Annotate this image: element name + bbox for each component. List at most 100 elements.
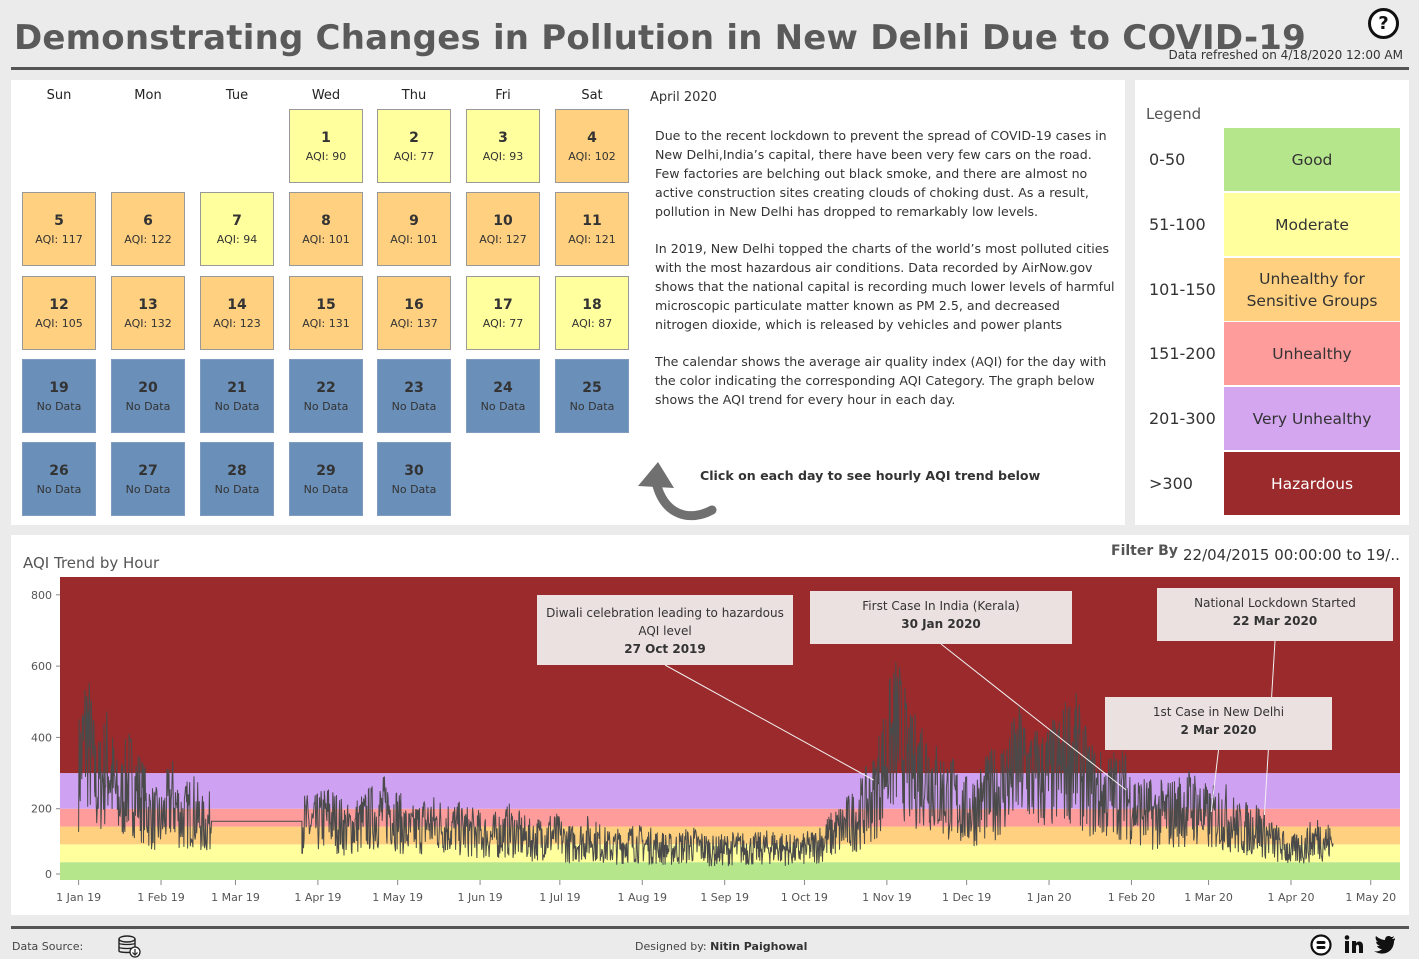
calendar-day-number: 6 [143, 213, 153, 229]
calendar-day[interactable]: 1 AQI: 90 [289, 109, 363, 183]
trend-title: AQI Trend by Hour [23, 554, 160, 572]
calendar-day-aqi: No Data [214, 400, 260, 413]
calendar-day-number: 27 [138, 463, 158, 479]
calendar-day-aqi: No Data [303, 483, 349, 496]
calendar-day-aqi: No Data [36, 483, 82, 496]
calendar-day-aqi: AQI: 122 [124, 233, 172, 246]
legend-swatch: Very Unhealthy [1224, 387, 1400, 450]
calendar-day-aqi: AQI: 102 [568, 150, 616, 163]
date-range-filter[interactable]: 22/04/2015 00:00:00 to 19/.. [1183, 546, 1400, 564]
calendar-day[interactable]: 9 AQI: 101 [377, 192, 451, 266]
click-hint: Click on each day to see hourly AQI tren… [700, 468, 1041, 483]
calendar-day-number: 7 [232, 213, 242, 229]
calendar-day[interactable]: 11 AQI: 121 [555, 192, 629, 266]
calendar-day-aqi: AQI: 132 [124, 317, 172, 330]
calendar-day-number: 8 [321, 213, 331, 229]
header-rule [11, 67, 1409, 70]
legend-swatch: Unhealthy for Sensitive Groups [1224, 258, 1400, 321]
twitter-icon[interactable] [1373, 934, 1397, 956]
linkedin-icon[interactable] [1344, 934, 1364, 956]
weekday-label: Mon [134, 88, 162, 103]
legend-swatch: Good [1224, 128, 1400, 191]
calendar-day-number: 21 [227, 380, 247, 396]
calendar-day-aqi: No Data [303, 400, 349, 413]
calendar-day-number: 14 [227, 297, 247, 313]
calendar-day[interactable]: 16 AQI: 137 [377, 276, 451, 350]
calendar-day-number: 22 [316, 380, 336, 396]
weekday-label: Thu [401, 88, 427, 103]
calendar-day[interactable]: 25 No Data [555, 359, 629, 433]
calendar-day[interactable]: 18 AQI: 87 [555, 276, 629, 350]
calendar-day[interactable]: 23 No Data [377, 359, 451, 433]
designed-by: Designed by: Nitin Paighowal [635, 940, 807, 953]
calendar-day-number: 16 [404, 297, 424, 313]
calendar-day-number: 3 [498, 130, 508, 146]
trend-panel [11, 535, 1409, 915]
calendar-day[interactable]: 12 AQI: 105 [22, 276, 96, 350]
legend-range: 51-100 [1149, 215, 1206, 234]
calendar-day-aqi: AQI: 77 [482, 317, 524, 330]
calendar-day[interactable]: 24 No Data [466, 359, 540, 433]
curved-arrow-icon [638, 462, 717, 521]
calendar-day-number: 17 [493, 297, 513, 313]
calendar-day-number: 26 [49, 463, 69, 479]
calendar-day[interactable]: 21 No Data [200, 359, 274, 433]
calendar-day[interactable]: 2 AQI: 77 [377, 109, 451, 183]
calendar-day[interactable]: 5 AQI: 117 [22, 192, 96, 266]
designer-name: Nitin Paighowal [710, 940, 808, 953]
description-paragraph: The calendar shows the average air quali… [655, 354, 1107, 407]
calendar-day-number: 5 [54, 213, 64, 229]
weekday-label: Fri [495, 88, 511, 103]
calendar-day-aqi: AQI: 121 [568, 233, 616, 246]
calendar-day[interactable]: 29 No Data [289, 442, 363, 516]
calendar-day-aqi: AQI: 90 [305, 150, 347, 163]
weekday-label: Sat [581, 88, 603, 103]
calendar-day[interactable]: 19 No Data [22, 359, 96, 433]
calendar-day-aqi: AQI: 127 [479, 233, 527, 246]
calendar-day[interactable]: 30 No Data [377, 442, 451, 516]
calendar-day[interactable]: 22 No Data [289, 359, 363, 433]
calendar-day-number: 19 [49, 380, 69, 396]
data-refreshed-text: Data refreshed on 4/18/2020 12:00 AM [1168, 48, 1403, 62]
blogger-icon[interactable] [1310, 934, 1332, 956]
calendar-day[interactable]: 7 AQI: 94 [200, 192, 274, 266]
calendar-day-aqi: No Data [391, 483, 437, 496]
calendar-day-aqi: AQI: 105 [35, 317, 83, 330]
help-icon[interactable]: ? [1368, 8, 1399, 39]
calendar-day[interactable]: 15 AQI: 131 [289, 276, 363, 350]
calendar-day-number: 30 [404, 463, 424, 479]
legend-range: >300 [1149, 474, 1193, 493]
calendar-day[interactable]: 20 No Data [111, 359, 185, 433]
calendar-day[interactable]: 10 AQI: 127 [466, 192, 540, 266]
calendar-day-aqi: AQI: 94 [216, 233, 258, 246]
calendar-day-number: 13 [138, 297, 158, 313]
calendar-day-aqi: AQI: 123 [213, 317, 261, 330]
legend-range: 0-50 [1149, 150, 1186, 169]
description-paragraph: Due to the recent lockdown to prevent th… [655, 128, 1107, 219]
legend-swatch: Moderate [1224, 193, 1400, 256]
calendar-day-aqi: No Data [569, 400, 615, 413]
calendar-day-number: 11 [582, 213, 602, 229]
calendar-day-number: 18 [582, 297, 602, 313]
footer-rule [11, 926, 1409, 929]
calendar-day-aqi: No Data [480, 400, 526, 413]
calendar-day[interactable]: 28 No Data [200, 442, 274, 516]
calendar-day-number: 1 [321, 130, 331, 146]
calendar-day[interactable]: 17 AQI: 77 [466, 276, 540, 350]
calendar-day[interactable]: 14 AQI: 123 [200, 276, 274, 350]
calendar-day-number: 15 [316, 297, 336, 313]
calendar-day[interactable]: 26 No Data [22, 442, 96, 516]
calendar-day[interactable]: 6 AQI: 122 [111, 192, 185, 266]
weekday-label: Wed [311, 88, 341, 103]
month-label: April 2020 [650, 90, 717, 105]
calendar-day[interactable]: 27 No Data [111, 442, 185, 516]
calendar-day[interactable]: 8 AQI: 101 [289, 192, 363, 266]
calendar-day-number: 25 [582, 380, 602, 396]
calendar-day[interactable]: 4 AQI: 102 [555, 109, 629, 183]
description: Due to the recent lockdown to prevent th… [655, 126, 1115, 427]
calendar-day[interactable]: 13 AQI: 132 [111, 276, 185, 350]
calendar-day-aqi: AQI: 101 [390, 233, 438, 246]
page-title: Demonstrating Changes in Pollution in Ne… [14, 18, 1306, 58]
calendar-day[interactable]: 3 AQI: 93 [466, 109, 540, 183]
database-icon[interactable] [116, 934, 142, 958]
